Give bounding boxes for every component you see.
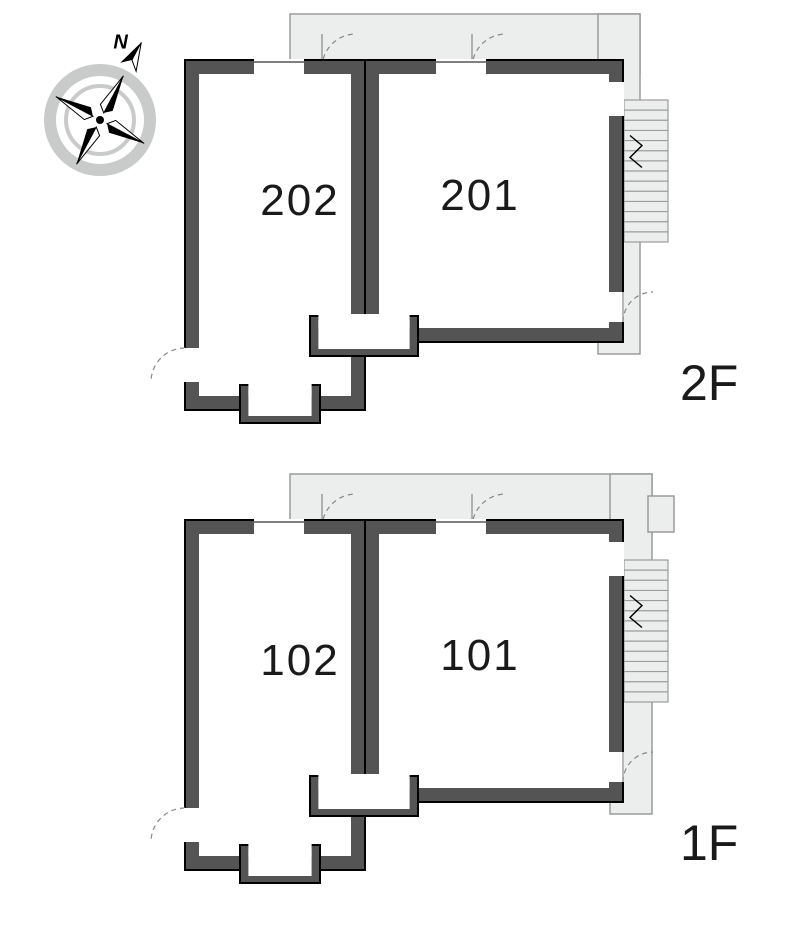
stairs (624, 560, 668, 702)
room-label: 202 (260, 176, 339, 225)
unit-left: 202 (151, 59, 365, 423)
room-label: 102 (260, 636, 339, 685)
compass-icon: N (50, 31, 150, 170)
floor-2F: 202 201 2F (151, 14, 738, 423)
compass-north-label: N (113, 31, 128, 53)
unit-left: 102 (151, 519, 365, 883)
floor-1F: 102 101 1F (151, 474, 738, 883)
floor-plan-diagram: N 202 201 2F 102 101 1F (0, 0, 800, 940)
floor-label: 2F (680, 355, 738, 411)
room-label: 201 (440, 171, 519, 220)
stairs (624, 100, 668, 242)
floor-label: 1F (680, 815, 738, 871)
room-label: 101 (440, 631, 519, 680)
